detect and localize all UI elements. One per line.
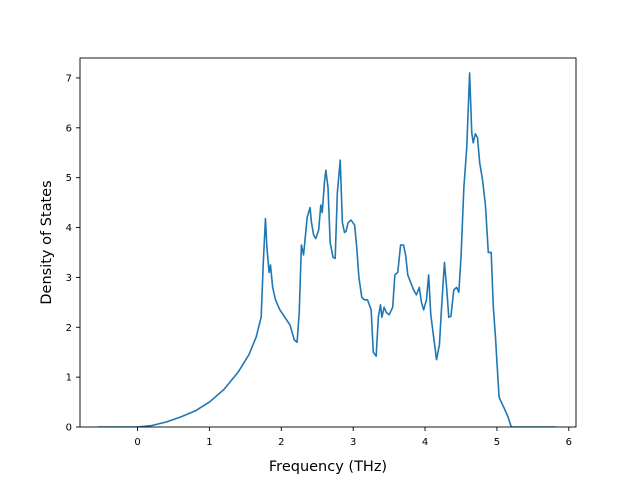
y-axis-label: Density of States: [39, 180, 55, 304]
dos-series-line: [97, 72, 556, 427]
y-tick-label: 7: [66, 73, 72, 84]
x-tick-label: 5: [494, 437, 500, 448]
y-tick-label: 1: [66, 373, 72, 384]
y-tick-label: 5: [66, 173, 72, 184]
y-tick-label: 0: [66, 423, 72, 434]
x-tick-label: 0: [134, 437, 140, 448]
y-tick-label: 6: [66, 123, 72, 134]
y-tick-label: 3: [66, 273, 72, 284]
x-tick-label: 4: [422, 437, 428, 448]
x-axis-label: Frequency (THz): [269, 459, 387, 475]
x-tick-label: 2: [278, 437, 284, 448]
plot-area: [97, 72, 556, 427]
y-tick-label: 2: [66, 323, 72, 334]
x-tick-label: 1: [206, 437, 212, 448]
y-axis-ticks: 0 1 2 3 4 5 6 7: [66, 73, 80, 434]
axes-frame: [79, 57, 577, 428]
x-axis-ticks: 0 1 2 3 4 5 6: [134, 427, 572, 448]
x-tick-label: 6: [566, 437, 572, 448]
y-tick-label: 4: [66, 223, 72, 234]
x-tick-label: 3: [350, 437, 356, 448]
